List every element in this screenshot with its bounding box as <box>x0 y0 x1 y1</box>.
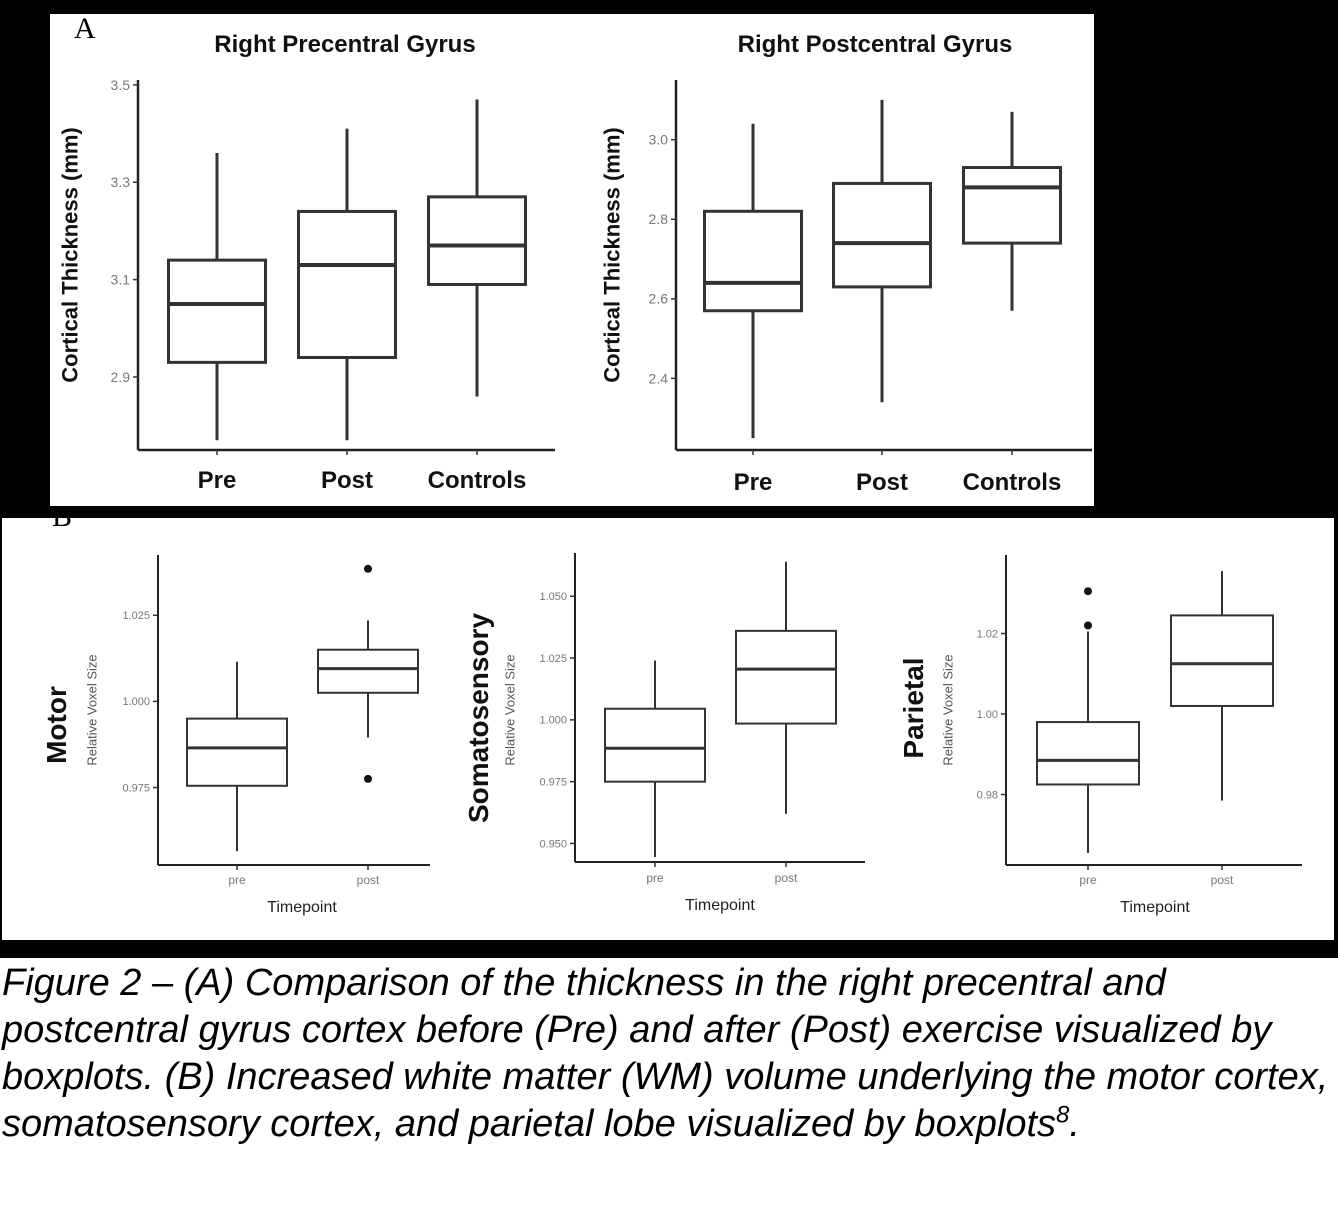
chart-title: Motor <box>41 686 72 764</box>
x-axis-label: Timepoint <box>685 897 755 914</box>
chart-title: Somatosensory <box>463 613 494 823</box>
y-tick-label: 1.025 <box>539 653 567 665</box>
x-tick-label: post <box>357 873 380 887</box>
y-tick-label: 1.000 <box>539 715 567 727</box>
y-tick-label: 3.0 <box>649 132 669 148</box>
box-pre <box>167 258 267 364</box>
box-post <box>297 209 397 359</box>
x-tick-label: Post <box>321 467 373 494</box>
x-tick-label: Pre <box>198 467 237 494</box>
y-tick-label: 1.00 <box>977 709 998 721</box>
chart-title: Right Precentral Gyrus <box>214 31 475 58</box>
chart-title: Parietal <box>898 657 929 758</box>
box-controls <box>962 166 1062 245</box>
x-tick-label: Post <box>856 469 908 496</box>
panel-label-b: B <box>52 500 73 533</box>
figure-caption: Figure 2 – (A) Comparison of the thickne… <box>0 958 1338 1222</box>
y-tick-label: 2.8 <box>649 211 669 227</box>
box-post <box>317 648 419 694</box>
y-tick-label: 3.1 <box>111 272 131 288</box>
y-tick-label: 1.000 <box>122 696 150 708</box>
x-tick-label: Pre <box>734 469 773 496</box>
x-tick-label: pre <box>1079 873 1097 887</box>
panel-label-a: A <box>74 12 96 45</box>
box-pre <box>703 209 803 313</box>
outlier-point <box>364 564 372 573</box>
x-tick-label: post <box>775 871 798 885</box>
y-tick-label: 3.5 <box>111 77 131 93</box>
y-tick-label: 2.4 <box>649 370 669 386</box>
y-axis-label: Relative Voxel Size <box>503 654 518 765</box>
caption-superscript: 8 <box>1056 1101 1070 1129</box>
y-tick-label: 0.975 <box>539 777 567 789</box>
box-pre <box>1036 721 1140 786</box>
x-axis-label: Timepoint <box>267 899 337 916</box>
outlier-point <box>1084 621 1092 630</box>
x-tick-label: Controls <box>963 469 1062 496</box>
box-pre <box>604 707 706 783</box>
box-post <box>832 181 932 289</box>
y-tick-label: 1.050 <box>539 591 567 603</box>
box-pre <box>186 717 288 787</box>
y-tick-label: 3.3 <box>111 174 131 190</box>
y-tick-label: 1.025 <box>122 610 150 622</box>
y-axis-label: Cortical Thickness (mm) <box>600 127 625 383</box>
y-tick-label: 0.98 <box>977 789 998 801</box>
x-axis-label: Timepoint <box>1120 899 1190 916</box>
y-axis-label: Cortical Thickness (mm) <box>58 127 83 383</box>
y-tick-label: 1.02 <box>977 628 998 640</box>
caption-end: . <box>1069 1103 1080 1145</box>
y-tick-label: 2.9 <box>111 369 131 385</box>
x-tick-label: post <box>1211 873 1234 887</box>
x-tick-label: pre <box>646 871 664 885</box>
chart-title: Right Postcentral Gyrus <box>738 31 1013 58</box>
outlier-point <box>1084 587 1092 596</box>
box-post <box>735 629 837 725</box>
y-axis-label: Relative Voxel Size <box>941 654 956 765</box>
caption-text: Figure 2 – (A) Comparison of the thickne… <box>2 962 1329 1145</box>
x-tick-label: Controls <box>428 467 527 494</box>
x-tick-label: pre <box>228 873 246 887</box>
box-post <box>1170 614 1274 707</box>
y-axis-label: Relative Voxel Size <box>85 654 100 765</box>
y-tick-label: 0.975 <box>122 782 150 794</box>
y-tick-label: 0.950 <box>539 838 567 850</box>
outlier-point <box>364 774 372 783</box>
box-controls <box>427 195 527 286</box>
y-tick-label: 2.6 <box>649 291 669 307</box>
